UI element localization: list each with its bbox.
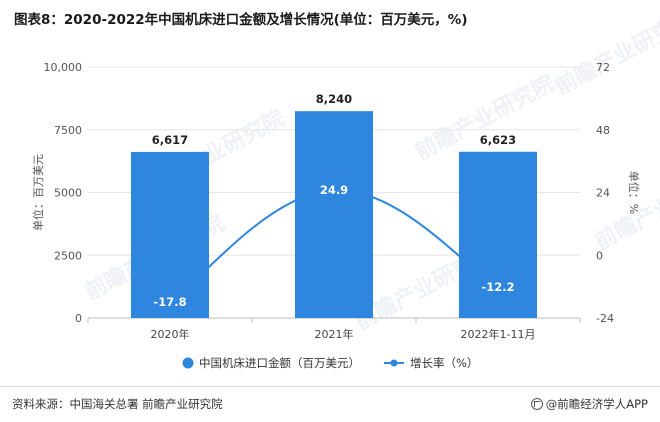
- watermark-text: 前瞻产业研究院: [411, 70, 559, 165]
- rate-point: [495, 284, 501, 290]
- bar: [459, 151, 537, 318]
- x-tick-label: 2021年: [315, 327, 354, 341]
- y2-tick-label: 0: [596, 249, 603, 262]
- rate-value-label: 24.9: [320, 183, 348, 197]
- source-note: 资料来源：中国海关总署 前瞻产业研究院: [12, 397, 223, 411]
- y-tick-label: 7500: [54, 124, 82, 137]
- rate-point: [167, 299, 173, 305]
- y-tick-label: 2500: [54, 249, 82, 262]
- legend-line-dot: [390, 359, 398, 367]
- x-tick-label: 2022年1-11月: [461, 327, 536, 341]
- rate-value-label: -17.8: [153, 295, 186, 309]
- y2-tick-label: -24: [596, 312, 614, 325]
- brand-credit: @前瞻经济学人APP: [530, 396, 648, 412]
- line-series: [167, 187, 501, 305]
- brand-label: @前瞻经济学人APP: [545, 397, 648, 411]
- legend-bar-label: 中国机床进口金额（百万美元）: [199, 356, 360, 370]
- y-tick-label: 0: [75, 312, 82, 325]
- rate-value-label: -12.2: [481, 280, 514, 294]
- y-tick-label: 10,000: [44, 61, 83, 74]
- chart: 前瞻产业研究院前瞻产业研究院前瞻产业研究院前瞻产业研究院前瞻产业研究院前瞻产业研…: [31, 5, 660, 370]
- legend: 中国机床进口金额（百万美元） 增长率（%）: [182, 356, 478, 370]
- bar: [295, 111, 373, 319]
- rate-point: [331, 187, 337, 193]
- y2-tick-label: 24: [596, 187, 610, 200]
- x-tick-label: 2020年: [151, 327, 190, 341]
- footer: 资料来源：中国海关总署 前瞻产业研究院 @前瞻经济学人APP: [0, 386, 660, 422]
- chart-title: 图表8：2020-2022年中国机床进口金额及增长情况(单位：百万美元，%): [14, 12, 468, 28]
- bar: [131, 151, 209, 318]
- legend-line-label: 增长率（%）: [410, 356, 478, 370]
- bar-value-label: 6,617: [152, 133, 188, 147]
- data-labels: 6,617 8,240 6,623 -17.8 24.9 -12.2: [152, 92, 516, 309]
- brand-logo-icon: [530, 398, 543, 410]
- y2-axis-label: 单位：%: [627, 171, 641, 214]
- legend-bar-marker: [182, 357, 194, 369]
- bar-value-label: 8,240: [316, 92, 352, 106]
- bar-value-label: 6,623: [480, 133, 516, 147]
- bar-series: [131, 111, 537, 319]
- y-tick-label: 5000: [54, 187, 82, 200]
- axes: 0 2500 5000 7500 10,000 -24 0 24 48 72 单位：百万美元 单位：%…: [31, 61, 641, 341]
- watermark-text: 前瞻产业研究院: [591, 160, 660, 255]
- y2-tick-label: 48: [596, 124, 610, 137]
- y2-tick-label: 72: [596, 61, 610, 74]
- y-axis-label: 单位：百万美元: [31, 154, 45, 231]
- watermark-text: 前瞻产业研究院: [551, 5, 660, 100]
